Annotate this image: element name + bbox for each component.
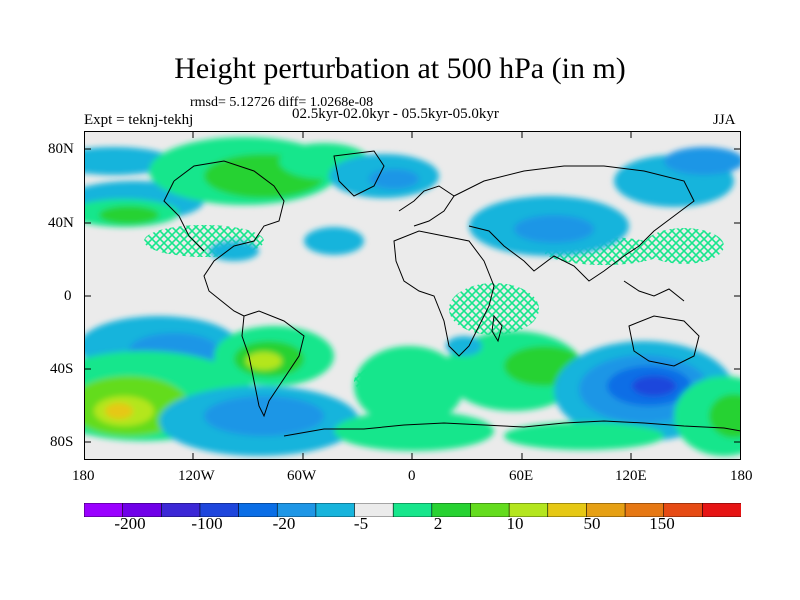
lon-tick-180-right: 180 xyxy=(730,468,753,484)
colorbar-label: -20 xyxy=(272,514,296,533)
period-text: 02.5kyr-02.0kyr - 05.5kyr-05.0kyr xyxy=(292,106,499,122)
colorbar-label: -5 xyxy=(353,514,369,533)
colorbar-label: -100 xyxy=(191,514,223,533)
colorbar-label: 150 xyxy=(649,514,675,533)
map-plot xyxy=(84,131,741,460)
lon-tick-60W: 60W xyxy=(287,468,317,484)
colorbar-label: -200 xyxy=(114,514,146,533)
lat-tick-0: 0 xyxy=(64,288,72,304)
colorbar-swatch xyxy=(702,503,741,517)
colorbar-label: 10 xyxy=(506,514,524,533)
coastlines xyxy=(163,150,741,437)
lon-tick-60E: 60E xyxy=(509,468,534,484)
colorbar-label: 50 xyxy=(583,514,601,533)
expt-text: Expt = teknj-tekhj xyxy=(84,112,194,128)
map-ticks xyxy=(84,131,741,460)
lon-tick-180-left: 180 xyxy=(72,468,95,484)
colorbar xyxy=(84,503,741,517)
lat-tick-40N: 40N xyxy=(48,215,74,231)
season-text: JJA xyxy=(713,112,736,128)
colorbar-label: 2 xyxy=(433,514,443,533)
page-title: Height perturbation at 500 hPa (in m) xyxy=(174,52,626,85)
lon-tick-120W: 120W xyxy=(178,468,215,484)
lat-tick-80N: 80N xyxy=(48,141,74,157)
lat-tick-40S: 40S xyxy=(50,361,74,377)
lon-tick-0: 0 xyxy=(408,468,416,484)
lat-tick-80S: 80S xyxy=(50,434,74,450)
lon-tick-120E: 120E xyxy=(615,468,647,484)
anomaly-field xyxy=(84,137,741,456)
stats-text: rmsd= 5.12726 diff= 1.0268e-08 xyxy=(190,95,374,110)
